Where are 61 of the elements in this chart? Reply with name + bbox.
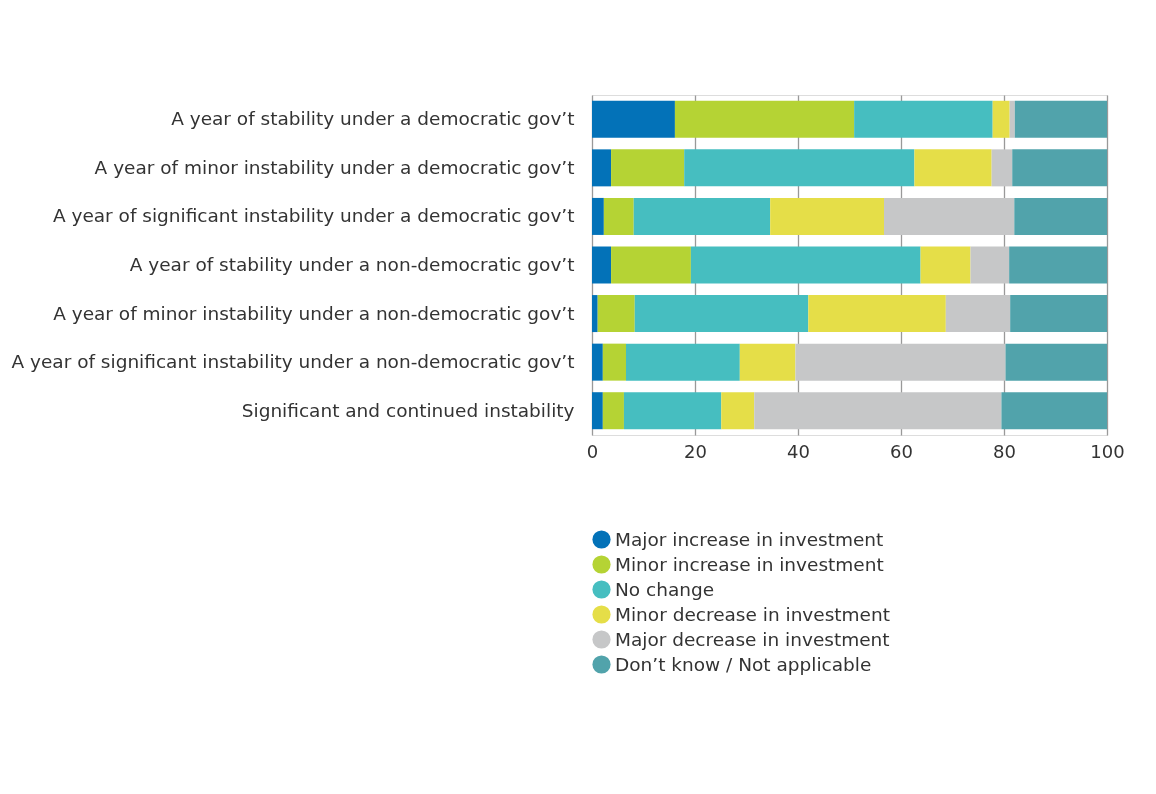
bar	[602, 343, 626, 381]
bar	[1005, 343, 1107, 381]
x-tick-label: 80	[993, 440, 1016, 462]
bar	[754, 392, 1002, 430]
bar	[633, 197, 771, 235]
y-tick-label: A year of significant instability under a democratic gov’t	[52, 205, 575, 227]
legend-label: No change	[615, 578, 715, 600]
bar	[603, 197, 634, 235]
legend-label: Major increase in investment	[615, 528, 884, 550]
x-tick-label: 60	[890, 440, 913, 462]
y-tick-label: A year of minor instability under a democratic gov’t	[94, 156, 575, 178]
bar	[592, 100, 675, 138]
bar	[1014, 197, 1107, 235]
bar	[770, 197, 885, 235]
legend-label: Major decrease in investment	[615, 628, 890, 650]
legend-label: Minor decrease in investment	[615, 603, 890, 625]
bar	[592, 343, 603, 381]
bar	[992, 100, 1010, 138]
bar	[611, 246, 691, 284]
bar	[597, 295, 635, 333]
bar	[1012, 149, 1107, 187]
y-tick-label: A year of minor instability under a non-democratic gov’t	[53, 302, 575, 324]
bar	[592, 149, 612, 187]
x-tick-label: 100	[1090, 440, 1125, 462]
bar	[739, 343, 796, 381]
legend-label: Minor increase in investment	[615, 553, 884, 575]
x-tick-label: 0	[586, 440, 599, 462]
x-tick-label: 40	[787, 440, 810, 462]
bar	[602, 392, 624, 430]
y-tick-label: Significant and continued instability	[241, 399, 575, 421]
bar	[592, 295, 598, 333]
bar	[684, 149, 915, 187]
bar	[808, 295, 946, 333]
bar	[1009, 246, 1107, 284]
bar	[625, 343, 740, 381]
bar	[884, 197, 1015, 235]
bar	[854, 100, 993, 138]
bar	[721, 392, 755, 430]
bar	[1009, 100, 1015, 138]
bar	[1010, 295, 1107, 333]
y-tick-label: A year of significant instability under a non-democratic gov’t	[11, 351, 575, 373]
bar	[795, 343, 1006, 381]
bar	[1014, 100, 1107, 138]
bar	[914, 149, 992, 187]
bar	[634, 295, 809, 333]
bar	[945, 295, 1011, 333]
bar	[592, 246, 612, 284]
y-tick-label: A year of stability under a democratic gov’t	[171, 108, 575, 130]
bar	[592, 197, 604, 235]
bar	[611, 149, 685, 187]
bar	[920, 246, 971, 284]
bar	[690, 246, 921, 284]
bar	[674, 100, 855, 138]
x-tick-label: 20	[684, 440, 707, 462]
bar	[623, 392, 722, 430]
legend-label: Don’t know / Not applicable	[615, 653, 872, 675]
bar	[970, 246, 1010, 284]
bar	[1001, 392, 1107, 430]
y-tick-label: A year of stability under a non-democratic gov’t	[129, 254, 575, 275]
bar	[592, 392, 603, 430]
bar	[991, 149, 1013, 187]
